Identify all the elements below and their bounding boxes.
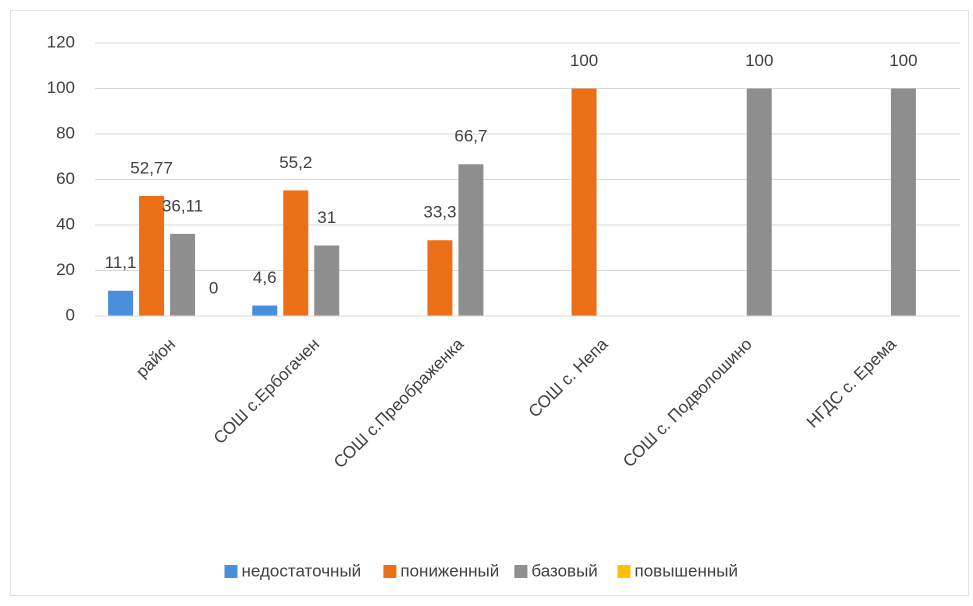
- bar: [139, 195, 165, 316]
- bar: [283, 190, 309, 316]
- y-tick-label: 0: [66, 305, 75, 324]
- legend-swatch: [383, 565, 397, 578]
- legend-label: повышенный: [635, 561, 739, 580]
- data-label: 100: [570, 51, 598, 70]
- data-label: 4,6: [253, 268, 277, 287]
- y-tick-label: 120: [47, 32, 75, 51]
- data-label: 100: [745, 51, 773, 70]
- data-label: 55,2: [279, 153, 312, 172]
- data-label: 0: [209, 278, 218, 297]
- bar: [571, 88, 597, 316]
- y-tick-label: 20: [56, 260, 75, 279]
- legend-label: недостаточный: [242, 561, 362, 580]
- bar: [746, 88, 772, 316]
- data-label: 11,1: [105, 253, 137, 272]
- bar: [170, 233, 196, 316]
- legend-swatch: [617, 565, 631, 578]
- bar: [890, 88, 916, 316]
- y-tick-label: 40: [56, 214, 75, 233]
- data-label: 36,11: [162, 196, 203, 215]
- y-tick-label: 60: [56, 169, 75, 188]
- bar: [108, 290, 134, 316]
- data-label: 66,7: [454, 127, 487, 146]
- data-label: 33,3: [423, 203, 456, 222]
- y-tick-label: 100: [47, 78, 75, 97]
- data-label: 100: [889, 51, 917, 70]
- data-label: 31: [317, 208, 336, 227]
- legend-swatch: [514, 565, 528, 578]
- bar: [314, 245, 340, 316]
- legend-swatch: [224, 565, 238, 578]
- data-label: 52,77: [130, 158, 173, 177]
- legend-label: пониженный: [400, 561, 499, 580]
- bar: [458, 164, 484, 316]
- legend-label: базовый: [531, 561, 597, 580]
- y-tick-label: 80: [56, 123, 75, 142]
- bar: [252, 305, 278, 316]
- bar: [427, 240, 453, 316]
